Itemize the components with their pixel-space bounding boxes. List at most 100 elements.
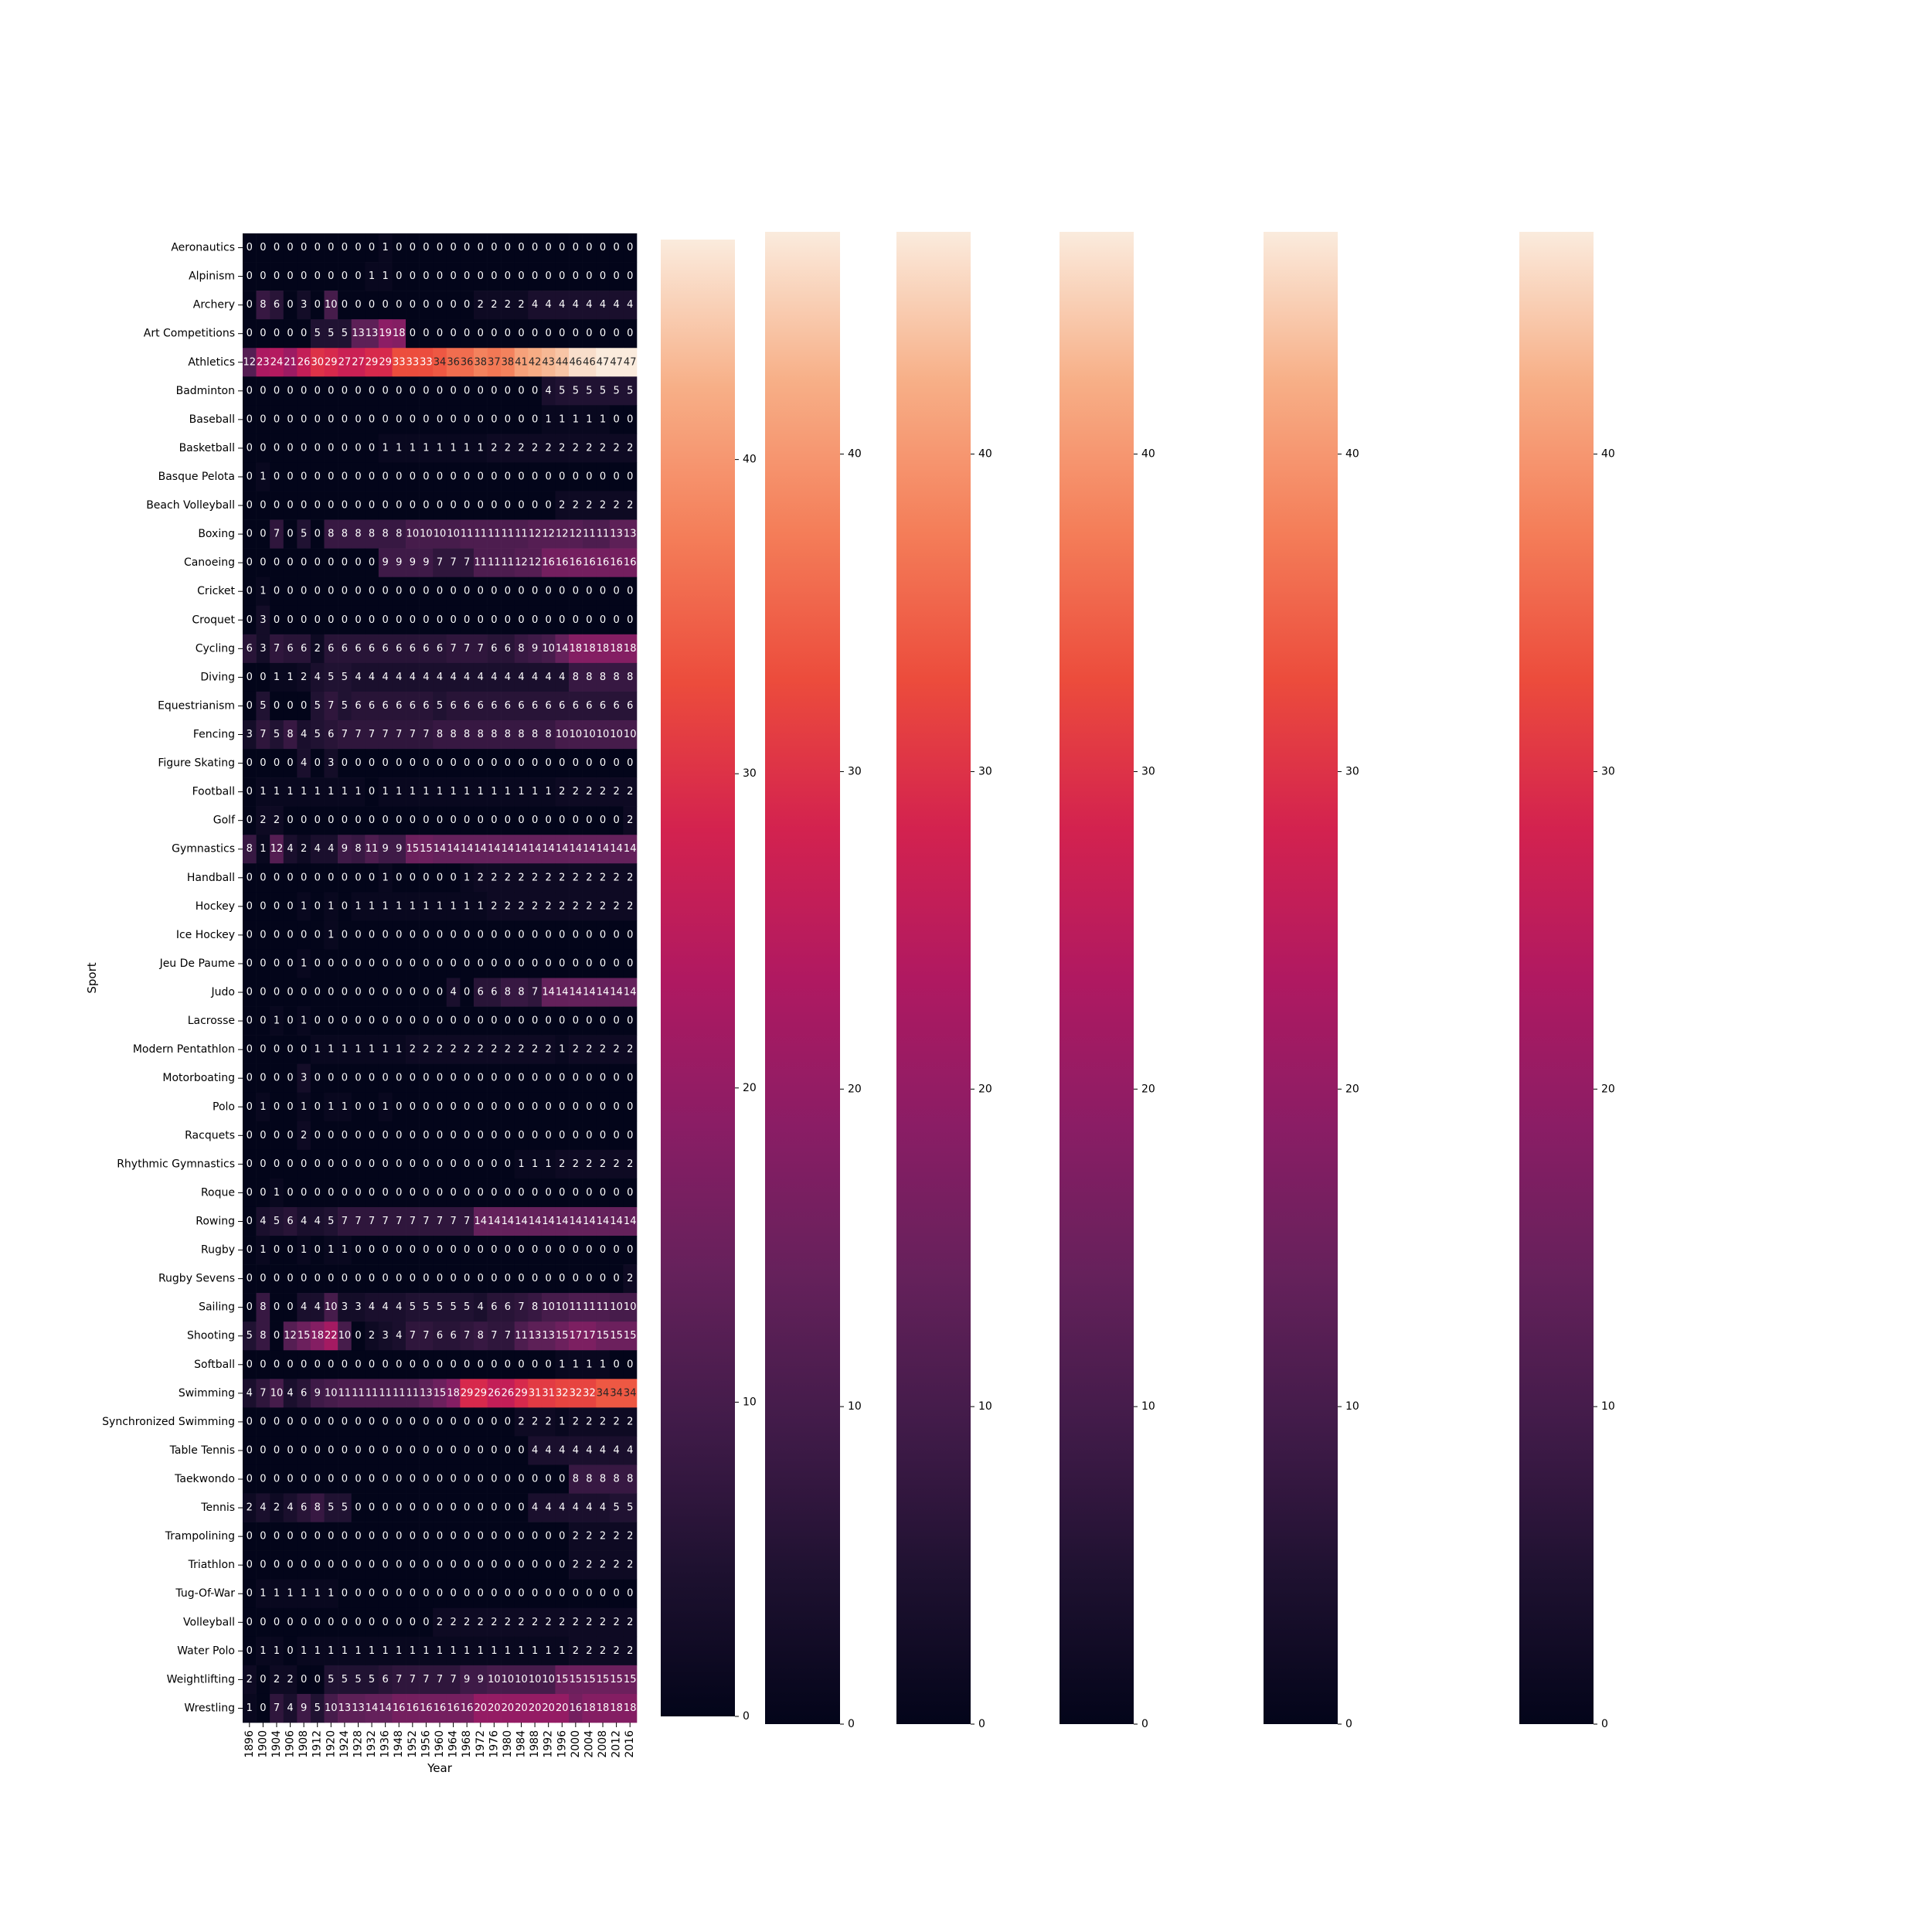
cell-value-label: 0 — [437, 1244, 443, 1256]
heatmap-cell — [283, 462, 298, 492]
heatmap-cell — [460, 348, 474, 377]
cell-value-label: 0 — [274, 1273, 280, 1284]
cell-value-label: 7 — [355, 729, 361, 740]
heatmap-cell — [270, 1464, 284, 1494]
heatmap-cell — [351, 1579, 366, 1609]
heatmap-cell — [596, 920, 611, 950]
heatmap-cell — [406, 548, 420, 577]
cell-value-label: 0 — [410, 1444, 416, 1456]
heatmap-cell — [555, 634, 570, 664]
cell-value-label: 0 — [423, 614, 429, 626]
heatmap-cell — [555, 1035, 570, 1064]
cell-value-label: 3 — [260, 643, 266, 655]
cell-value-label: 0 — [287, 586, 293, 597]
heatmap-cell — [365, 1236, 379, 1265]
cell-value-label: 0 — [369, 1444, 375, 1456]
heatmap-cell — [270, 577, 284, 607]
heatmap-cell — [433, 577, 447, 607]
cell-value-label: 34 — [610, 1387, 623, 1399]
cell-value-label: 4 — [532, 299, 538, 311]
cell-value-label: 0 — [546, 1101, 552, 1113]
heatmap-cell — [501, 1665, 515, 1695]
heatmap-cell — [623, 1636, 638, 1666]
heatmap-cell — [487, 777, 502, 807]
heatmap-cell — [473, 1006, 488, 1036]
cell-value-label: 0 — [396, 1560, 402, 1571]
cell-value-label: 0 — [342, 557, 348, 569]
heatmap-cell — [609, 1665, 624, 1695]
cell-value-label: 2 — [423, 1044, 429, 1056]
cell-value-label: 0 — [247, 442, 253, 454]
heatmap-cell — [310, 806, 325, 835]
heatmap-cell — [514, 605, 529, 635]
heatmap-cell — [256, 1321, 270, 1351]
cell-value-label: 4 — [287, 1702, 293, 1714]
cell-value-label: 0 — [287, 442, 293, 454]
cell-value-label: 0 — [518, 1187, 524, 1199]
heatmap-cell — [514, 978, 529, 1007]
cell-value-label: 0 — [573, 757, 579, 769]
heatmap-cell — [378, 262, 393, 291]
heatmap-cell — [338, 1493, 352, 1522]
cell-value-label: 1 — [559, 1416, 565, 1427]
heatmap-cell — [609, 1436, 624, 1465]
cell-value-label: 1 — [274, 1187, 280, 1199]
heatmap-cell — [582, 634, 597, 664]
cell-value-label: 0 — [410, 815, 416, 826]
cell-value-label: 0 — [586, 757, 592, 769]
heatmap-cell — [446, 291, 461, 320]
cell-value-label: 1 — [342, 1101, 348, 1113]
cell-value-label: 0 — [505, 1588, 511, 1600]
cell-value-label: 0 — [287, 1101, 293, 1113]
year-label: 1972 — [474, 1730, 487, 1758]
cell-value-label: 2 — [573, 1044, 579, 1056]
cell-value-label: 16 — [393, 1702, 406, 1714]
heatmap-cell — [433, 634, 447, 664]
heatmap-cell — [310, 577, 325, 607]
cell-value-label: 0 — [301, 328, 307, 339]
cell-value-label: 0 — [613, 929, 619, 940]
cell-value-label: 1 — [301, 1244, 307, 1256]
cell-value-label: 0 — [260, 1531, 266, 1543]
cell-value-label: 0 — [287, 1617, 293, 1628]
cell-value-label: 15 — [624, 1330, 637, 1342]
heatmap-cell — [501, 1579, 515, 1609]
heatmap-cell — [446, 491, 461, 520]
cell-value-label: 1 — [301, 1588, 307, 1600]
cell-value-label: 2 — [505, 442, 511, 454]
cell-value-label: 0 — [505, 1130, 511, 1141]
cell-value-label: 1 — [586, 413, 592, 425]
cell-value-label: 0 — [315, 270, 321, 282]
heatmap-cell — [392, 491, 406, 520]
cell-value-label: 4 — [613, 299, 619, 311]
heatmap-cell — [473, 1092, 488, 1122]
heatmap-cell — [609, 1350, 624, 1379]
cell-value-label: 0 — [450, 1130, 456, 1141]
cell-value-label: 0 — [437, 1474, 443, 1485]
heatmap-cell — [283, 1379, 298, 1408]
cell-value-label: 0 — [464, 1474, 470, 1485]
cell-value-label: 2 — [586, 786, 592, 798]
heatmap-cell — [270, 1063, 284, 1094]
heatmap-cell — [338, 1293, 352, 1322]
heatmap-cell — [446, 920, 461, 950]
heatmap-cell — [596, 777, 611, 807]
cell-value-label: 44 — [556, 356, 569, 368]
cell-value-label: 0 — [355, 614, 361, 626]
cell-value-label: 15 — [610, 1330, 623, 1342]
cell-value-label: 0 — [423, 299, 429, 311]
cell-value-label: 14 — [583, 1216, 596, 1227]
cell-value-label: 0 — [274, 242, 280, 253]
cell-value-label: 0 — [600, 242, 606, 253]
year-label: 1984 — [515, 1730, 528, 1758]
cell-value-label: 0 — [600, 1244, 606, 1256]
cell-value-label: 5 — [410, 1301, 416, 1313]
cell-value-label: 0 — [423, 1073, 429, 1084]
heatmap-cell — [582, 1293, 597, 1322]
cell-value-label: 2 — [532, 1617, 538, 1628]
heatmap-cell — [460, 1350, 474, 1379]
cell-value-label: 8 — [315, 1502, 321, 1514]
heatmap-cell — [365, 806, 379, 835]
cell-value-label: 0 — [342, 1073, 348, 1084]
heatmap-cell — [596, 1493, 611, 1522]
